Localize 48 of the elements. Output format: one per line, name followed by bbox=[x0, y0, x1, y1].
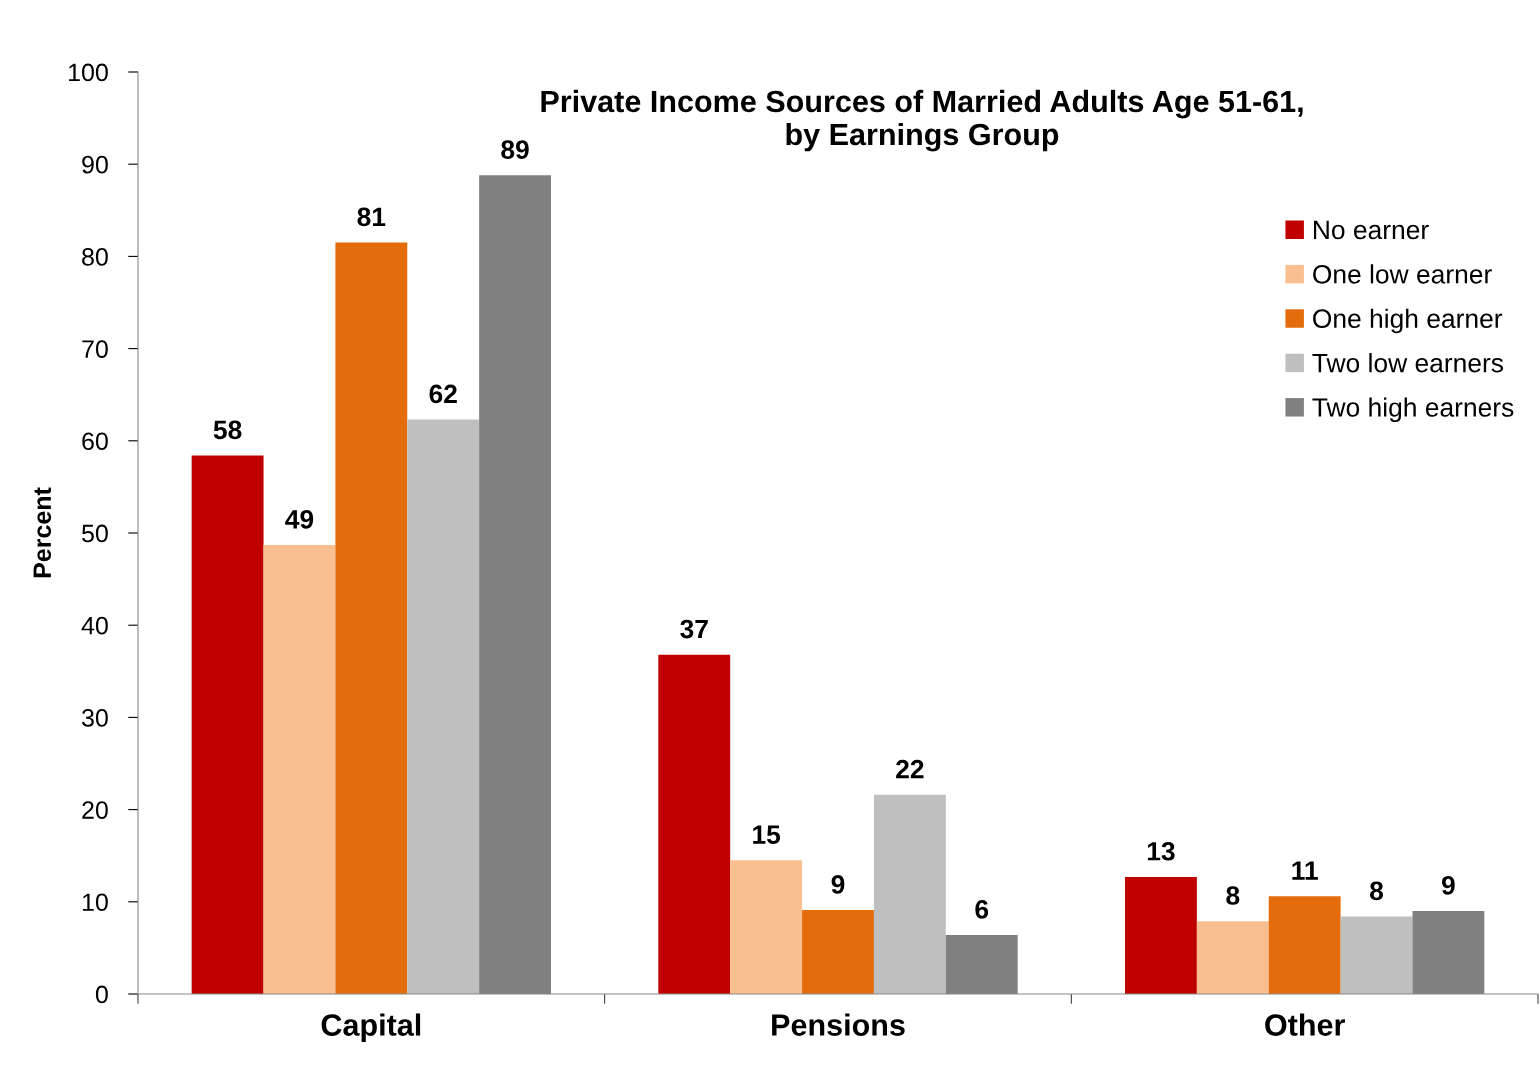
y-tick-label: 0 bbox=[95, 985, 108, 1004]
legend-label: Two high earners bbox=[1312, 397, 1514, 423]
data-label: 62 bbox=[429, 384, 457, 404]
data-label: 9 bbox=[831, 875, 845, 894]
y-tick-label: 60 bbox=[82, 432, 108, 451]
y-tick-label: 20 bbox=[82, 801, 108, 819]
legend-label: One low earner bbox=[1313, 264, 1492, 284]
y-tick-label: 70 bbox=[82, 340, 108, 358]
y-tick-label: 30 bbox=[81, 709, 108, 727]
bar bbox=[263, 544, 336, 994]
x-tick-label: Capital bbox=[321, 1013, 421, 1042]
bar bbox=[1196, 921, 1269, 994]
x-tick-label: Pensions bbox=[772, 1013, 905, 1036]
data-label: 11 bbox=[1292, 861, 1318, 880]
y-tick-label: 100 bbox=[69, 63, 108, 82]
data-label: 37 bbox=[680, 619, 708, 639]
data-label: 13 bbox=[1147, 841, 1175, 861]
bar bbox=[1340, 916, 1413, 994]
data-label: 49 bbox=[285, 509, 314, 529]
bar bbox=[335, 242, 408, 994]
data-label: 6 bbox=[975, 899, 989, 919]
data-label: 8 bbox=[1226, 886, 1240, 905]
bar bbox=[802, 910, 874, 994]
data-label: 8 bbox=[1370, 881, 1384, 901]
x-tick-label: Other bbox=[1265, 1013, 1345, 1036]
bar bbox=[1125, 876, 1197, 994]
legend-label: No earner bbox=[1314, 220, 1429, 240]
y-tick-label: 90 bbox=[82, 155, 108, 174]
bar bbox=[873, 794, 946, 994]
y-tick-label: 40 bbox=[81, 616, 108, 635]
data-label: 89 bbox=[501, 140, 529, 159]
bar bbox=[407, 419, 480, 994]
bar bbox=[730, 860, 803, 994]
y-tick-label: 10 bbox=[82, 893, 108, 912]
data-label: 81 bbox=[357, 207, 386, 227]
legend-label: Two low earners bbox=[1312, 353, 1504, 373]
bar bbox=[1268, 896, 1341, 994]
bar bbox=[658, 654, 731, 994]
y-tick-label: 80 bbox=[82, 248, 108, 266]
y-axis-title: Percent bbox=[33, 487, 52, 578]
data-label: 58 bbox=[213, 420, 242, 440]
legend-label: One high earner bbox=[1313, 308, 1503, 334]
data-label: 9 bbox=[1441, 876, 1455, 895]
y-tick-label: 50 bbox=[82, 524, 108, 543]
data-label: 15 bbox=[753, 825, 781, 844]
text: Private Income Sources of Married Adults Age 51-61, by Earnings Group bbox=[541, 89, 1303, 152]
bar bbox=[191, 455, 264, 994]
data-label: 22 bbox=[896, 759, 924, 779]
